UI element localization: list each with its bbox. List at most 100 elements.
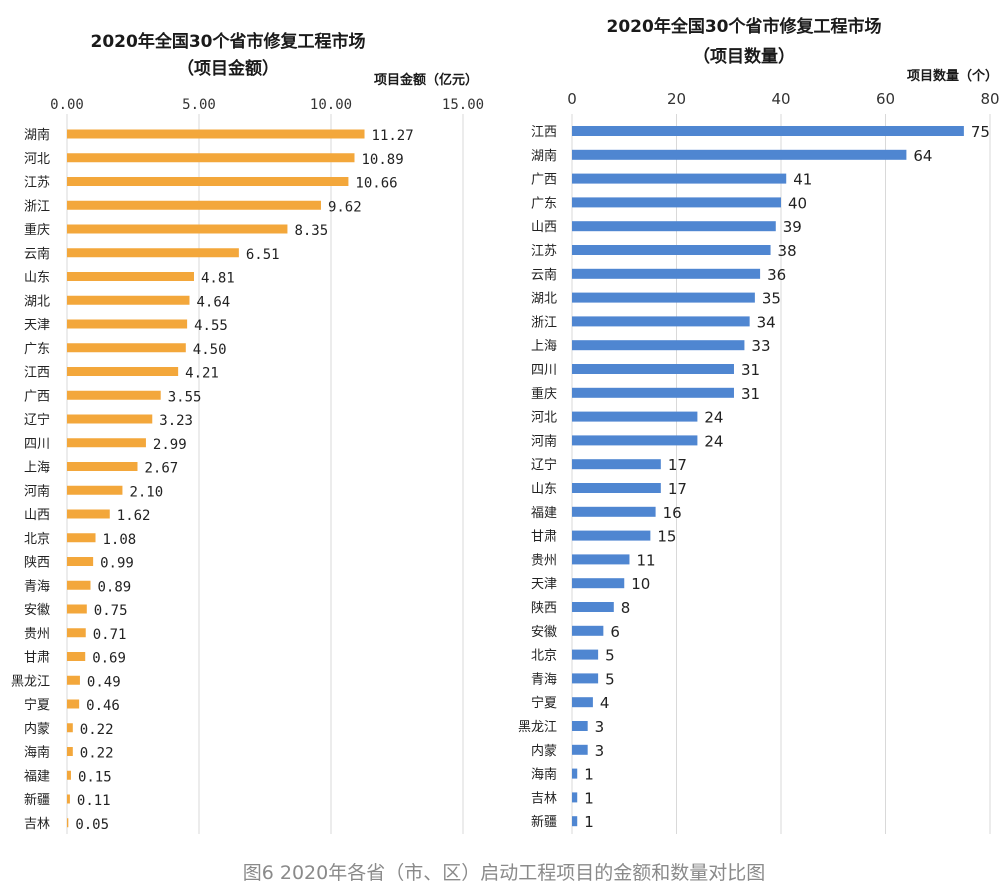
bar [67,414,153,424]
category-label: 内蒙 [531,743,557,759]
category-label: 贵州 [531,553,557,568]
category-label: 重庆 [531,386,557,402]
bar [67,295,190,305]
bar [572,602,614,612]
value-label: 9.62 [328,199,362,215]
bar [67,628,86,638]
amount-bar-chart: 2020年全国30个省市修复工程市场 （项目金额） 项目金额（亿元） 0.00 5… [11,31,484,834]
category-label: 陕西 [24,556,50,571]
value-label: 3.55 [168,389,202,405]
bar [67,675,80,685]
bar [572,459,661,470]
category-label: 湖北 [24,294,50,309]
value-label: 11 [636,551,655,569]
value-label: 0.22 [80,746,114,762]
bar [572,292,755,303]
x-tick-label: 80 [980,90,999,108]
category-label: 海南 [24,745,50,761]
bar [67,272,194,281]
value-label: 4.50 [193,342,227,358]
category-label: 北京 [24,532,50,547]
value-label: 10.66 [355,176,397,192]
category-label: 内蒙 [24,721,50,737]
bar [572,792,578,803]
category-label: 安徽 [531,625,557,640]
bar [67,319,188,329]
x-tick-label: 0.00 [50,97,84,113]
category-label: 上海 [531,339,557,354]
category-label: 天津 [24,318,50,333]
category-label: 福建 [24,769,50,784]
value-label: 24 [704,432,723,450]
x-tick-label: 20 [667,90,686,108]
category-label: 天津 [531,577,557,592]
category-label: 上海 [24,461,50,476]
bar [67,818,69,828]
value-label: 1 [584,813,594,831]
bar [67,557,94,566]
chart-title: 2020年全国30个省市修复工程市场 [607,16,882,37]
category-label: 黑龙江 [518,720,557,735]
x-tick-label: 5.00 [182,97,216,113]
bar [67,367,179,376]
chart-title: 2020年全国30个省市修复工程市场 [91,31,366,52]
bar [67,699,80,709]
category-label: 甘肃 [531,530,557,545]
value-label: 64 [913,147,932,165]
bar [67,153,355,163]
value-label: 11.27 [372,128,414,144]
bar [572,697,593,708]
category-label: 青海 [531,672,557,687]
value-label: 0.49 [87,674,121,690]
value-label: 5 [605,670,615,688]
category-label: 吉林 [24,817,50,832]
value-label: 15 [657,528,676,546]
bar [572,768,578,779]
bar [67,200,321,210]
value-label: 6.51 [246,247,280,263]
value-label: 3 [595,742,605,760]
value-label: 1.62 [117,508,151,524]
value-label: 4 [600,694,610,712]
figure-caption: 图6 2020年各省（市、区）启动工程项目的金额和数量对比图 [242,862,766,884]
bar [67,580,91,590]
value-label: 34 [757,313,776,331]
bar [67,343,186,353]
value-label: 38 [778,242,797,260]
value-label: 41 [793,171,812,189]
bar [67,747,73,756]
category-label: 新疆 [531,814,557,830]
value-label: 4.81 [201,271,235,287]
value-label: 10.89 [361,152,403,168]
bar [572,126,964,136]
value-label: 33 [751,337,770,355]
x-tick-label: 15.00 [442,97,484,113]
value-label: 36 [767,266,786,284]
category-label: 广东 [531,196,557,211]
value-label: 8.35 [294,223,328,239]
x-axis-label: 项目金额（亿元） [374,72,478,88]
value-label: 3.23 [159,413,193,429]
bar [572,364,734,374]
value-label: 2.99 [153,437,187,453]
bar [67,652,86,661]
value-label: 1 [584,789,594,807]
category-label: 河北 [531,411,557,426]
bar [572,435,698,446]
value-label: 0.22 [80,722,114,738]
category-label: 江西 [531,125,557,140]
category-label: 海南 [531,767,557,783]
value-label: 75 [971,123,990,141]
value-label: 0.99 [100,556,134,572]
x-tick-label: 40 [771,90,790,108]
bar [67,770,71,780]
category-label: 辽宁 [531,457,557,473]
value-label: 1 [584,766,594,784]
value-label: 4.55 [194,318,228,334]
category-label: 安徽 [24,603,50,618]
value-label: 0.71 [93,627,127,643]
category-label: 河南 [531,433,557,449]
bar [572,673,599,684]
bar [572,530,651,541]
bar [572,173,787,184]
